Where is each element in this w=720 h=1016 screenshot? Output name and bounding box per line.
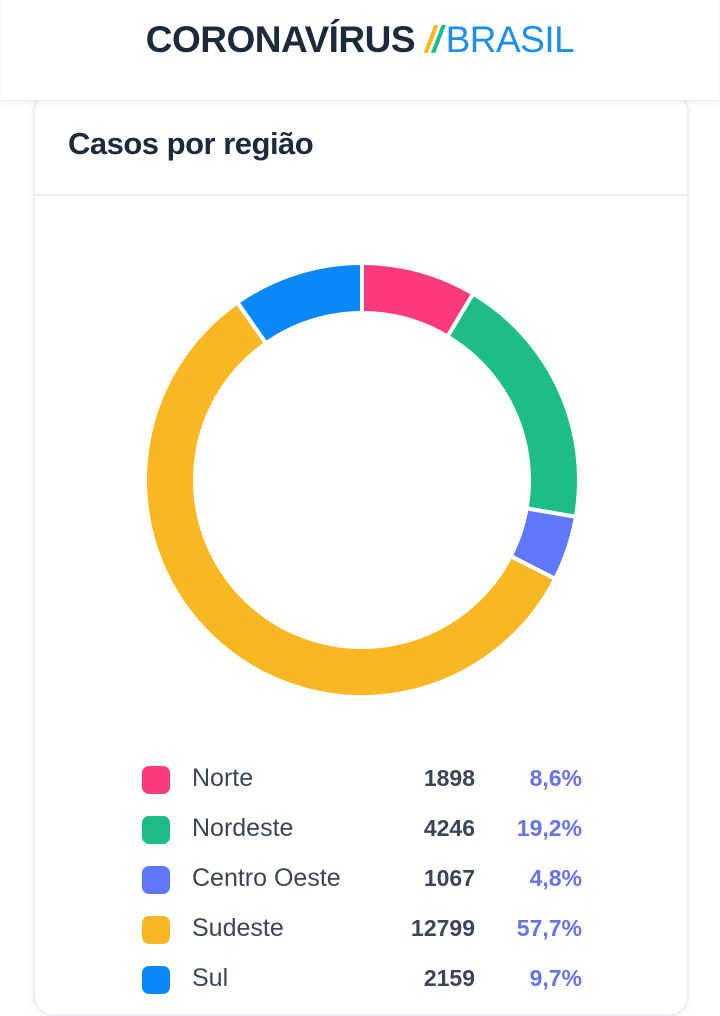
legend-row-sudeste[interactable]: Sudeste 12799 57,7% [142, 906, 582, 956]
legend-swatch [142, 966, 170, 994]
legend-row-centro-oeste[interactable]: Centro Oeste 1067 4,8% [142, 856, 582, 906]
donut-slice-nordeste[interactable] [445, 291, 580, 519]
card-divider [35, 194, 687, 196]
brand-slash-green: / [432, 19, 442, 60]
brand-slash-yellow: / [425, 19, 435, 60]
legend-percent: 19,2% [516, 815, 582, 841]
legend-label: Nordeste [192, 814, 294, 842]
legend-value: 1067 [423, 865, 475, 891]
donut-slice-sul[interactable] [235, 262, 364, 346]
legend-label: Sul [192, 964, 229, 992]
legend-row-sul[interactable]: Sul 2159 9,7% [142, 956, 582, 1006]
donut-chart [144, 262, 580, 698]
legend-value: 12799 [411, 915, 475, 941]
legend-label: Norte [192, 764, 254, 792]
donut-slice-sudeste[interactable] [144, 300, 558, 698]
legend-swatch [142, 916, 170, 944]
legend-percent: 57,7% [516, 915, 582, 941]
legend-row-nordeste[interactable]: Nordeste 4246 19,2% [142, 806, 582, 856]
legend-swatch [142, 766, 170, 794]
app-header: CORONAVÍRUS//BRASIL [2, 0, 718, 101]
legend-percent: 4,8% [529, 865, 582, 891]
cases-by-region-card: Casos por região Norte 1898 8,6% Nordeste 42… [33, 92, 689, 1016]
legend-row-norte[interactable]: Norte 1898 8,6% [142, 756, 582, 806]
card-title: Casos por região [68, 126, 314, 161]
brand-logo[interactable]: CORONAVÍRUS//BRASIL [2, 18, 718, 62]
chart-legend: Norte 1898 8,6% Nordeste 4246 19,2% Centro Oes… [142, 756, 582, 1006]
legend-swatch [142, 816, 170, 844]
legend-value: 1898 [423, 765, 475, 791]
brand-title: CORONAVÍRUS [145, 19, 416, 60]
legend-swatch [142, 866, 170, 894]
legend-value: 2159 [423, 965, 475, 991]
brand-subtitle: BRASIL [445, 19, 575, 60]
legend-percent: 9,7% [529, 965, 582, 991]
legend-value: 4246 [423, 815, 475, 841]
legend-label: Centro Oeste [192, 864, 341, 892]
legend-label: Sudeste [192, 914, 284, 942]
legend-percent: 8,6% [529, 765, 582, 791]
brand-slash-icon: // [425, 19, 443, 60]
